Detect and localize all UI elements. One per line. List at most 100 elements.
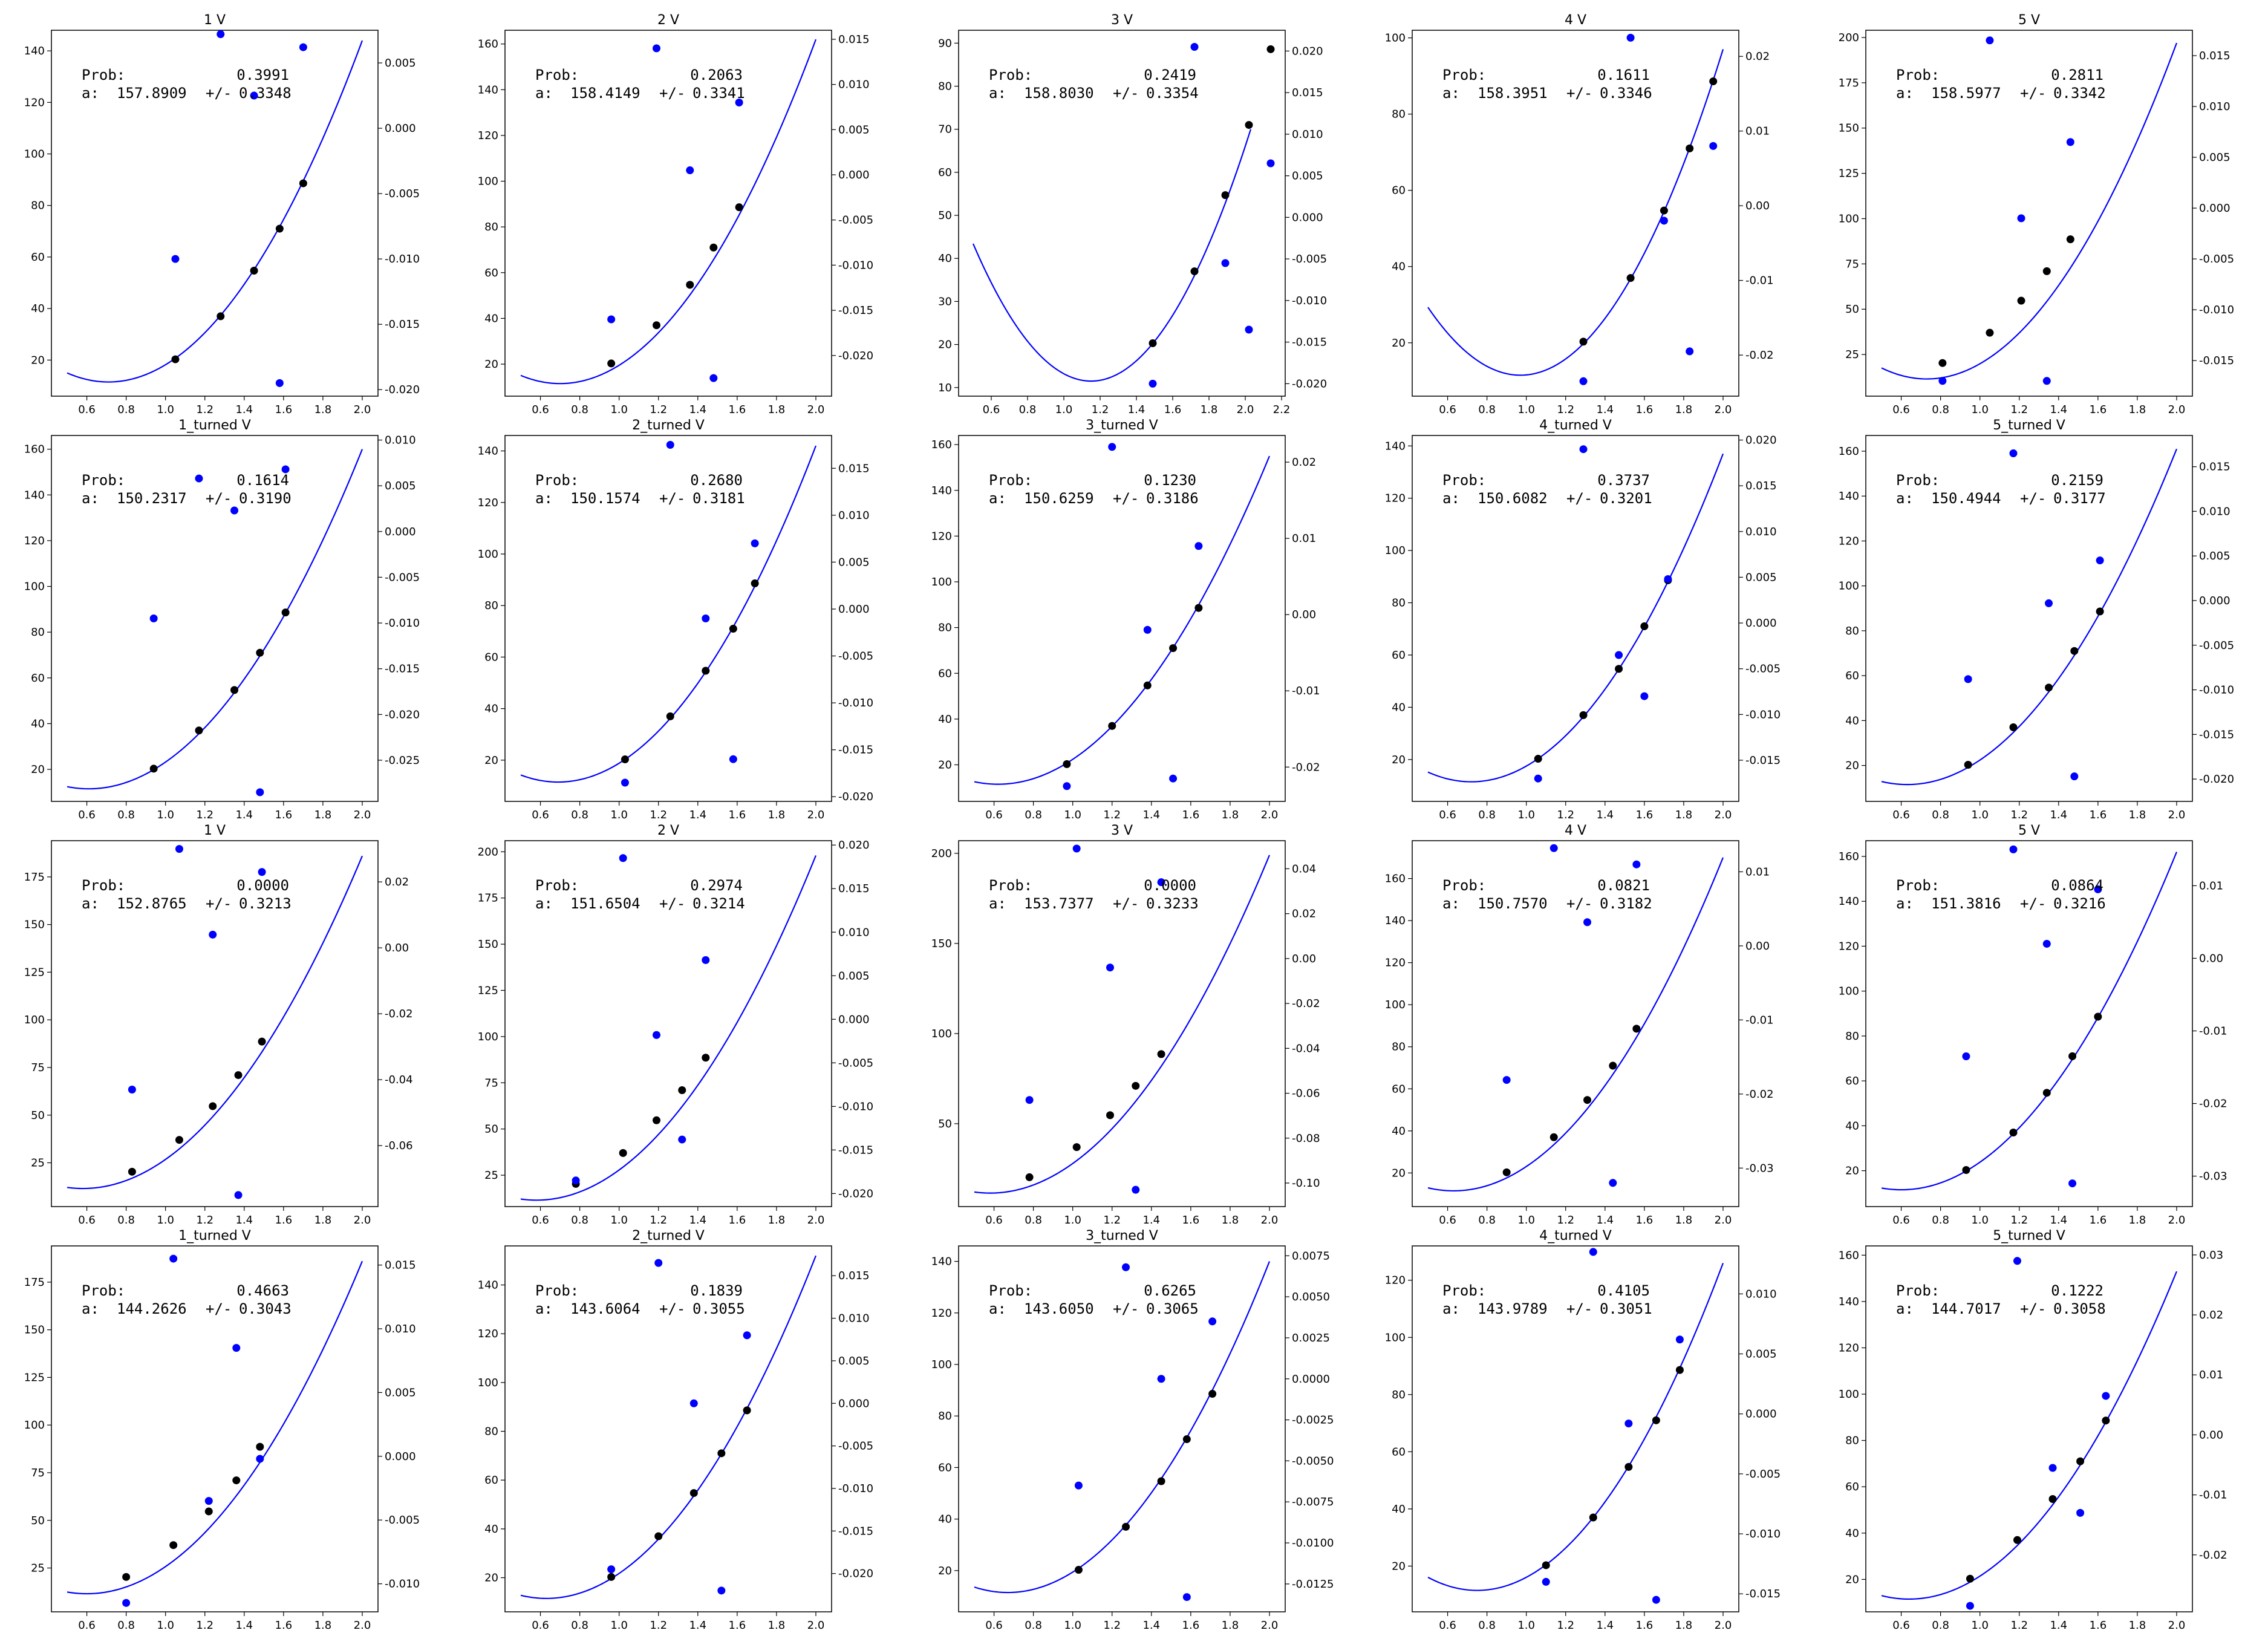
y2-tick-label: -0.0050 — [1292, 1455, 1334, 1467]
a-label: a: — [989, 490, 1006, 507]
y2-tick-label: -0.01 — [1745, 275, 1774, 287]
x-tick-label: 1.8 — [314, 1214, 332, 1227]
a-error: 0.3346 — [1600, 85, 1652, 102]
subplot-title: 1 V — [204, 13, 226, 28]
y-tick-label: 120 — [931, 1307, 952, 1320]
y-tick-label: 150 — [24, 919, 45, 931]
residual-point — [735, 99, 743, 107]
y2-tick-label: 0.010 — [2199, 505, 2231, 518]
x-tick-label: 1.2 — [1103, 1214, 1121, 1227]
axes-frame — [958, 30, 1286, 397]
data-point — [299, 179, 307, 187]
subplot: 5_turned V 0.6 0.8 1.0 1.2 1.4 1.6 1.8 2.0 20 40 60… — [1839, 1228, 2227, 1632]
residual-point — [678, 1135, 686, 1144]
residual-point — [717, 1586, 726, 1595]
data-point — [2102, 1416, 2110, 1425]
x-tick-label: 1.4 — [689, 403, 706, 416]
a-pm: +/- — [1113, 490, 1139, 507]
y-tick-label: 100 — [24, 1014, 45, 1026]
residual-point — [1640, 692, 1649, 700]
data-point — [2009, 1129, 2018, 1137]
y-tick-label: 60 — [1392, 184, 1406, 197]
a-value: 151.6504 — [570, 895, 640, 912]
a-error: 0.3065 — [1146, 1300, 1199, 1317]
a-label: a: — [1896, 85, 1914, 102]
y-tick-label: 80 — [938, 622, 952, 634]
subplot-title: 1_turned V — [178, 418, 251, 433]
y2-tick-label: 0.00 — [1745, 940, 1770, 953]
x-tick-label: 0.8 — [571, 403, 588, 416]
y-tick-label: 140 — [1839, 1296, 1859, 1308]
a-pm: +/- — [206, 490, 232, 507]
a-label: a: — [82, 1300, 99, 1317]
y2-tick-label: 0.0000 — [1292, 1373, 1330, 1386]
x-tick-label: 0.8 — [117, 809, 135, 821]
y2-tick-label: -0.020 — [1292, 377, 1327, 390]
a-error: 0.3186 — [1146, 490, 1199, 507]
y-tick-label: 175 — [24, 871, 45, 884]
x-tick-label: 1.8 — [768, 1214, 786, 1227]
y-tick-label: 100 — [478, 548, 498, 561]
data-point — [1108, 722, 1116, 730]
y-tick-label: 140 — [478, 83, 498, 96]
subplot-title: 5 V — [2018, 13, 2040, 28]
data-point — [1190, 267, 1199, 276]
y-tick-label: 120 — [478, 1328, 498, 1340]
axes-frame — [1412, 840, 1739, 1207]
y2-tick-label: 0.00 — [2199, 952, 2223, 965]
residual-point — [1583, 918, 1592, 927]
data-point — [1072, 1143, 1081, 1152]
fit-curve — [520, 445, 817, 783]
data-point — [709, 243, 718, 252]
residual-point — [2076, 1508, 2085, 1517]
x-tick-label: 0.8 — [1478, 403, 1496, 416]
a-value: 151.3816 — [1931, 895, 2001, 912]
subplot-title: 4 V — [1565, 823, 1586, 838]
data-point — [1182, 1435, 1191, 1444]
x-tick-label: 0.6 — [78, 1214, 96, 1227]
residual-point — [256, 1455, 264, 1463]
y-tick-label: 140 — [931, 1256, 952, 1268]
subplot-title: 2 V — [657, 13, 679, 28]
y2-tick-label: -0.02 — [1292, 997, 1320, 1010]
y2-tick-label: -0.02 — [2199, 1098, 2227, 1110]
data-point — [122, 1573, 131, 1581]
data-point — [619, 1149, 627, 1157]
y-tick-label: 20 — [1845, 1573, 1859, 1586]
residual-point — [2066, 138, 2074, 146]
prob-value: 0.3737 — [1597, 472, 1650, 489]
prob-label: Prob: — [535, 67, 579, 83]
x-tick-label: 2.0 — [807, 1619, 825, 1632]
y2-tick-label: -0.08 — [1292, 1132, 1320, 1145]
residual-point — [2009, 449, 2018, 458]
data-point — [686, 281, 694, 289]
y-tick-label: 60 — [1845, 670, 1859, 682]
fit-curve — [972, 129, 1252, 382]
prob-value: 0.4105 — [1597, 1282, 1650, 1299]
subplot-title: 5_turned V — [1993, 418, 2065, 433]
y-tick-label: 175 — [1839, 77, 1859, 90]
data-point — [1157, 1050, 1165, 1058]
y2-tick-label: -0.020 — [385, 383, 420, 396]
x-tick-label: 0.6 — [78, 403, 96, 416]
x-tick-label: 1.6 — [2090, 1619, 2107, 1632]
data-point — [1686, 144, 1694, 152]
prob-label: Prob: — [1442, 877, 1486, 894]
y-tick-label: 20 — [484, 358, 498, 371]
a-value: 158.5977 — [1931, 85, 2001, 102]
y2-tick-label: 0.00 — [1292, 608, 1316, 621]
y2-tick-label: 0.000 — [2199, 202, 2231, 215]
y-tick-label: 140 — [24, 489, 45, 501]
x-tick-label: 1.0 — [157, 1214, 174, 1227]
y2-tick-label: 0.005 — [385, 480, 416, 492]
y2-tick-label: 0.005 — [1292, 170, 1323, 183]
y-tick-label: 30 — [938, 295, 952, 308]
y-tick-label: 60 — [1845, 1075, 1859, 1087]
y2-tick-label: 0.00 — [1745, 200, 1770, 212]
y-tick-label: 140 — [931, 484, 952, 497]
residual-point — [2042, 377, 2051, 385]
y-tick-label: 140 — [1385, 914, 1406, 927]
a-error: 0.3233 — [1146, 895, 1199, 912]
residual-point — [709, 374, 718, 382]
y-tick-label: 150 — [478, 938, 498, 951]
